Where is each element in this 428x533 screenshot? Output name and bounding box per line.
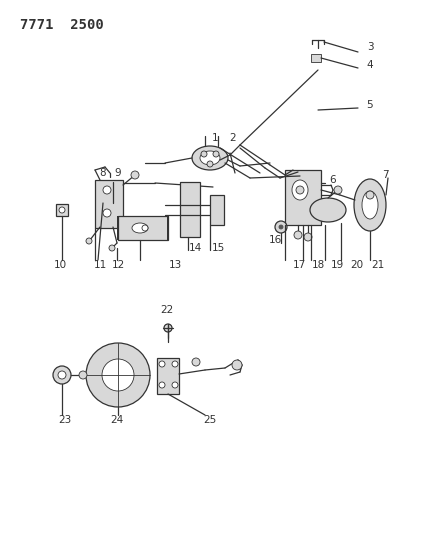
Circle shape: [59, 207, 65, 213]
Circle shape: [172, 382, 178, 388]
Circle shape: [213, 151, 219, 157]
Text: 4: 4: [367, 60, 373, 70]
Circle shape: [279, 225, 283, 229]
Circle shape: [159, 382, 165, 388]
Text: 22: 22: [160, 305, 174, 315]
Text: 2: 2: [230, 133, 236, 143]
Circle shape: [334, 186, 342, 194]
Circle shape: [103, 209, 111, 217]
Bar: [118, 216, 168, 240]
Ellipse shape: [362, 191, 378, 219]
Bar: [95, 180, 123, 228]
Text: 7: 7: [382, 170, 388, 180]
Text: 1: 1: [212, 133, 218, 143]
Bar: [311, 54, 321, 62]
Circle shape: [207, 161, 213, 167]
Text: 15: 15: [211, 243, 225, 253]
Text: 16: 16: [268, 235, 282, 245]
Bar: [210, 195, 224, 225]
Circle shape: [275, 221, 287, 233]
Text: 11: 11: [93, 260, 107, 270]
Circle shape: [102, 359, 134, 391]
Bar: [56, 204, 68, 216]
Ellipse shape: [354, 179, 386, 231]
Text: 18: 18: [312, 260, 324, 270]
Text: 5: 5: [367, 100, 373, 110]
Ellipse shape: [310, 198, 346, 222]
Circle shape: [164, 324, 172, 332]
Text: 23: 23: [58, 415, 71, 425]
Bar: [180, 182, 200, 237]
Circle shape: [142, 225, 148, 231]
Text: 19: 19: [330, 260, 344, 270]
Ellipse shape: [132, 223, 148, 233]
Bar: [285, 170, 321, 225]
Circle shape: [296, 186, 304, 194]
Circle shape: [86, 238, 92, 244]
Circle shape: [201, 151, 207, 157]
Text: 21: 21: [372, 260, 385, 270]
Text: 25: 25: [203, 415, 217, 425]
Circle shape: [53, 366, 71, 384]
Bar: [157, 358, 179, 394]
Text: 24: 24: [110, 415, 124, 425]
Text: 13: 13: [168, 260, 181, 270]
Circle shape: [131, 171, 139, 179]
Text: 8: 8: [100, 168, 106, 178]
Text: 14: 14: [188, 243, 202, 253]
Circle shape: [86, 343, 150, 407]
Ellipse shape: [200, 151, 220, 165]
Text: 7771  2500: 7771 2500: [20, 18, 104, 32]
Circle shape: [304, 233, 312, 241]
Circle shape: [366, 191, 374, 199]
Circle shape: [79, 371, 87, 379]
Circle shape: [159, 361, 165, 367]
Text: 9: 9: [115, 168, 121, 178]
Ellipse shape: [192, 146, 228, 170]
Circle shape: [232, 360, 242, 370]
Text: 6: 6: [330, 175, 336, 185]
Circle shape: [109, 245, 115, 251]
Text: 17: 17: [292, 260, 306, 270]
Text: 10: 10: [54, 260, 67, 270]
Circle shape: [103, 186, 111, 194]
Circle shape: [294, 231, 302, 239]
Text: 20: 20: [351, 260, 363, 270]
Ellipse shape: [292, 180, 308, 200]
Circle shape: [172, 361, 178, 367]
Text: 3: 3: [367, 42, 373, 52]
Circle shape: [58, 371, 66, 379]
Text: 12: 12: [111, 260, 125, 270]
Circle shape: [192, 358, 200, 366]
